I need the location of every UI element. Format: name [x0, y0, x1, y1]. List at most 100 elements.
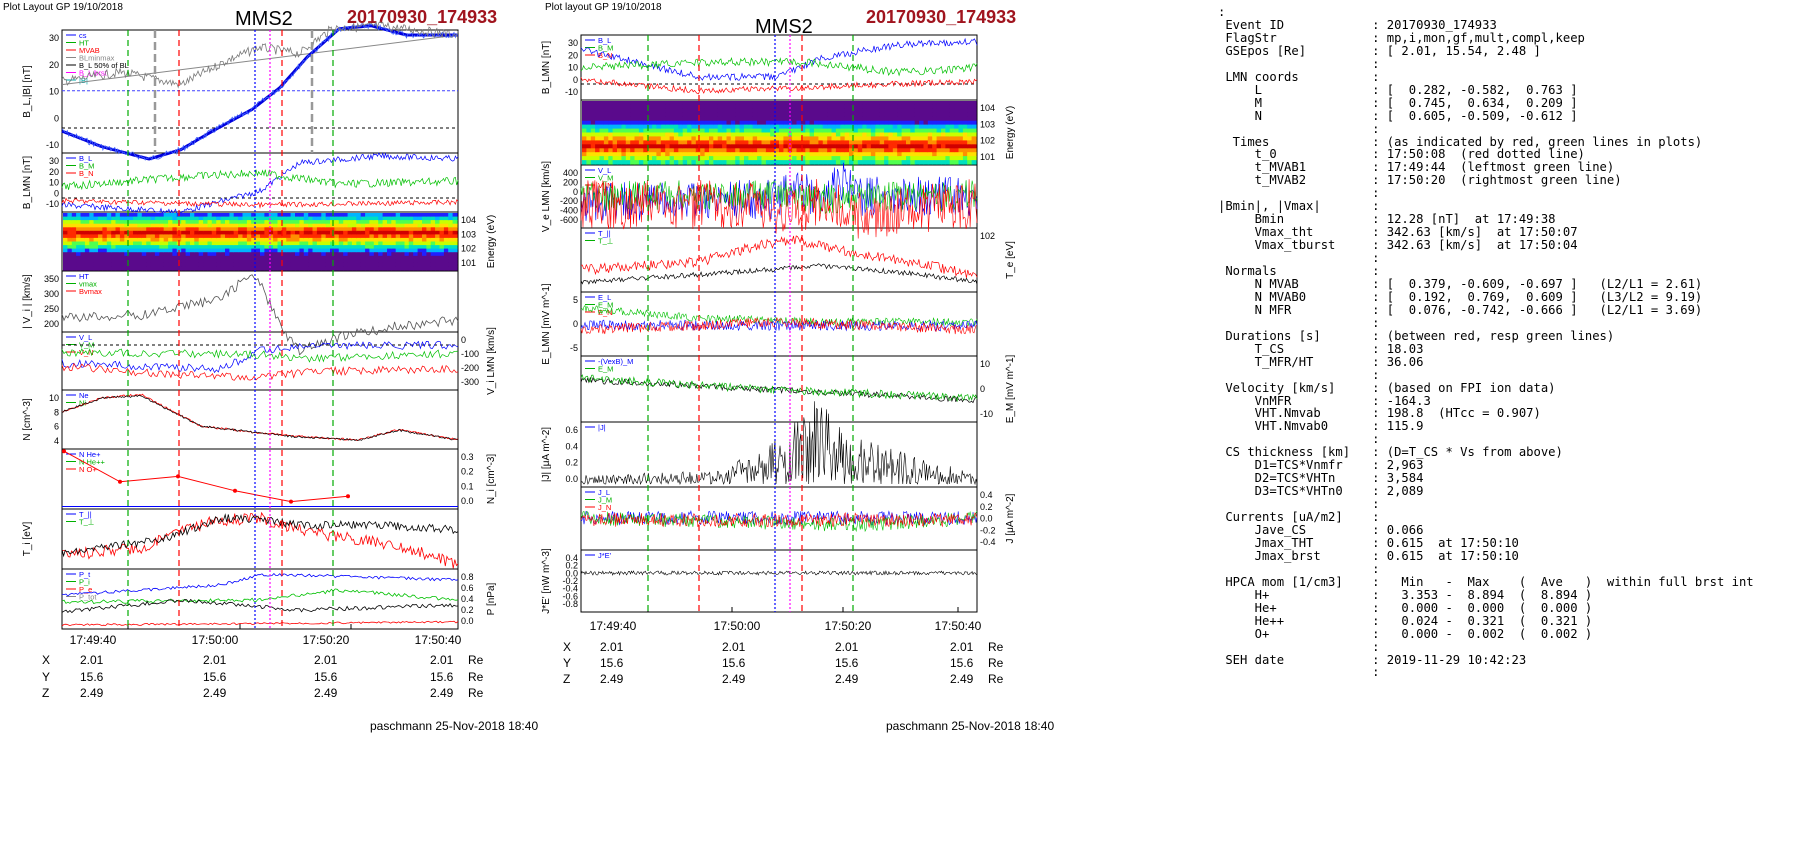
spectrogram-cell	[958, 148, 964, 153]
spectrogram-cell	[448, 252, 454, 257]
spectrogram-cell	[137, 223, 143, 228]
spectrogram-cell	[220, 216, 226, 221]
spectrogram-cell	[185, 245, 191, 250]
spectrogram-cell	[884, 160, 890, 165]
spectrogram-cell	[277, 259, 283, 264]
spectrogram-cell	[286, 262, 292, 268]
spectrogram-cell	[835, 148, 841, 153]
spectrogram-cell	[770, 128, 776, 134]
spectrogram-cell	[761, 132, 767, 137]
spectrogram-cell	[443, 259, 449, 264]
spectrogram-cell	[875, 140, 881, 145]
spectrogram-cell	[897, 156, 903, 161]
spectrogram-cell	[417, 216, 423, 221]
spectrogram-cell	[299, 237, 305, 243]
spectrogram-cell	[84, 241, 90, 246]
spectrogram-cell	[268, 227, 274, 232]
left-pos-y: 15.6	[203, 670, 227, 684]
ve-n-line	[580, 178, 978, 239]
spectrogram-cell	[936, 120, 942, 126]
spectrogram-cell	[102, 220, 108, 225]
spectrogram-cell	[765, 160, 771, 165]
spectrogram-cell	[373, 216, 379, 221]
spectrogram-cell	[89, 255, 95, 260]
spectrogram-cell	[400, 255, 406, 260]
spectrogram-cell	[365, 245, 371, 250]
spectrogram-cell	[365, 241, 371, 246]
spectrogram-cell	[137, 252, 143, 257]
spectrogram-cell	[391, 255, 397, 260]
spectrogram-cell	[439, 259, 445, 264]
spectrogram-cell	[853, 156, 859, 161]
spectrogram-cell	[277, 252, 283, 257]
spectrogram-cell	[220, 266, 226, 271]
spectrogram-cell	[163, 252, 169, 257]
spectrogram-cell	[242, 259, 248, 264]
spectrogram-cell	[387, 259, 392, 264]
spectrogram-cell	[351, 230, 357, 235]
spectrogram-cell	[111, 259, 117, 264]
spectrogram-cell	[840, 136, 846, 141]
spectrogram-cell	[89, 237, 95, 243]
spectrogram-cell	[360, 230, 366, 235]
spectrogram-cell	[71, 223, 77, 228]
legend-entry: T_⊥	[79, 518, 95, 527]
spectrogram-cell	[709, 101, 714, 106]
spectrogram-cell	[98, 227, 103, 232]
spectrogram-cell	[111, 220, 117, 225]
spectrogram-cell	[141, 216, 147, 221]
panel-y-tick: -10	[980, 409, 993, 419]
spectrogram-cell	[207, 252, 213, 257]
spectrogram-cell	[198, 213, 204, 218]
spectrogram-cell	[936, 148, 942, 153]
spectrogram-cell	[792, 128, 798, 134]
spectrogram-cell	[709, 156, 714, 161]
spectrogram-cell	[603, 101, 609, 106]
spectrogram-cell	[748, 140, 754, 145]
spectrogram-cell	[365, 255, 371, 260]
spectrogram-cell	[150, 223, 156, 228]
spectrogram-cell	[669, 152, 675, 157]
spectrogram-cell	[343, 248, 349, 253]
spectrogram-cell	[172, 266, 178, 271]
spectrogram-cell	[452, 266, 458, 271]
spectrogram-cell	[141, 248, 147, 253]
spectrogram-cell	[656, 108, 662, 114]
middle-pos-z: 2.49	[600, 672, 624, 686]
left-pos-unit: Re	[468, 670, 484, 684]
spectrogram-cell	[63, 216, 68, 221]
spectrogram-cell	[590, 108, 596, 114]
spectrogram-cell	[687, 104, 693, 110]
spectrogram-cell	[730, 132, 736, 137]
spectrogram-cell	[63, 220, 68, 225]
spectrogram-cell	[783, 112, 789, 118]
spectrogram-cell	[770, 140, 776, 145]
spectrogram-cell	[770, 160, 776, 165]
je-line	[580, 570, 978, 576]
spectrogram-cell	[338, 262, 344, 268]
spectrogram-cell	[717, 104, 723, 110]
spectrogram-cell	[608, 152, 614, 157]
spectrogram-cell	[119, 220, 125, 225]
spectrogram-cell	[360, 266, 366, 271]
spectrogram-cell	[757, 140, 763, 145]
spectrogram-cell	[84, 220, 90, 225]
spectrogram-cell	[704, 120, 710, 126]
spectrogram-cell	[321, 227, 327, 232]
spectrogram-cell	[892, 108, 898, 114]
spectrogram-cell	[137, 227, 143, 232]
spectrogram-cell	[417, 259, 423, 264]
spectrogram-cell	[954, 152, 960, 157]
spectrogram-cell	[452, 262, 458, 268]
spectrogram-cell	[914, 132, 920, 137]
spectrogram-cell	[927, 148, 933, 153]
spectrogram-cell	[796, 112, 802, 118]
spectrogram-cell	[303, 234, 309, 239]
legend-entry: J_M	[598, 496, 612, 505]
spectrogram-cell	[168, 266, 174, 271]
spectrogram-cell	[124, 255, 130, 260]
spectrogram-cell	[373, 255, 379, 260]
spectrogram-cell	[603, 104, 609, 110]
